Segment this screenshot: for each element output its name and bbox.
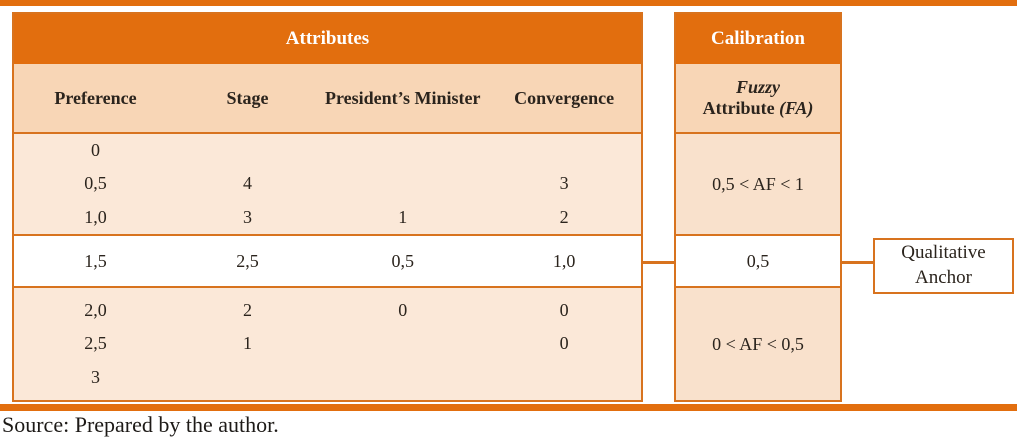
- table-cell: 2,5: [84, 333, 107, 354]
- calibration-cell-anchor: 0,5: [676, 234, 840, 288]
- table-cell: 0: [398, 300, 408, 321]
- column-header-stage: Stage: [226, 87, 269, 108]
- row-group-upper: 0 0,5 4 3 1,0 3 1 2: [14, 134, 641, 234]
- table-cell: 4: [243, 173, 253, 194]
- table-cell: 0,5: [391, 250, 414, 271]
- calibration-cell-lower: 0 < AF < 0,5: [676, 288, 840, 400]
- table-row: 1,0 3 1 2: [14, 201, 641, 234]
- table-cell: 1: [398, 206, 408, 227]
- attributes-table: Attributes Preference Stage President’s …: [12, 12, 643, 402]
- calibration-column-header: Fuzzy Attribute (FA): [676, 64, 840, 134]
- calibration-cell-upper: 0,5 < AF < 1: [676, 134, 840, 234]
- connector-line-attributes-calibration: [641, 261, 676, 264]
- column-header-preference: Preference: [54, 87, 137, 108]
- table-cell: 3: [91, 366, 100, 387]
- column-header-presidents-minister: President’s Minister: [324, 87, 481, 108]
- table-cell: 1,0: [84, 206, 107, 227]
- top-rule: [0, 0, 1017, 6]
- column-header-fuzzy-attribute: Fuzzy Attribute (FA): [676, 77, 840, 118]
- attributes-column-headers: Preference Stage President’s Minister Co…: [14, 64, 641, 134]
- calibration-title: Calibration: [676, 14, 840, 64]
- table-cell: 1,0: [552, 250, 576, 271]
- row-group-lower: 2,0 2 0 0 2,5 1 0 3: [14, 288, 641, 400]
- table-cell: 0: [559, 300, 569, 321]
- qualitative-anchor-box: Qualitative Anchor: [873, 238, 1014, 294]
- table-cell: 3: [559, 173, 569, 194]
- calibration-table: Calibration Fuzzy Attribute (FA) 0,5 < A…: [674, 12, 842, 402]
- table-row: 0,5 4 3: [14, 167, 641, 200]
- table-row: 2,0 2 0 0: [14, 294, 641, 327]
- table-row: 0: [14, 134, 641, 167]
- bottom-rule: [0, 404, 1017, 411]
- table-cell: 0,5: [84, 173, 107, 194]
- fuzzy-header-line1: Fuzzy: [735, 77, 780, 98]
- qualitative-anchor-label: Qualitative Anchor: [901, 242, 986, 288]
- table-cell: 2,0: [84, 300, 107, 321]
- table-cell: 1,5: [84, 250, 107, 271]
- table-cell: 0: [559, 333, 569, 354]
- attributes-title: Attributes: [14, 14, 641, 64]
- table-cell: 2: [559, 206, 569, 227]
- table-cell: 3: [243, 206, 253, 227]
- table-row: 2,5 1 0: [14, 327, 641, 360]
- fuzzy-header-line2-paren: (FA): [779, 98, 814, 118]
- table-row: 3: [14, 361, 641, 394]
- table-cell: 2: [243, 300, 253, 321]
- table-cell: 2,5: [236, 250, 259, 271]
- connector-line-calibration-anchor: [840, 261, 875, 264]
- table-cell: 0: [91, 140, 100, 161]
- source-note: Source: Prepared by the author.: [2, 412, 279, 437]
- fuzzy-header-line2-word: Attribute: [702, 98, 775, 118]
- column-header-convergence: Convergence: [514, 87, 615, 108]
- anchor-row: 1,5 2,5 0,5 1,0: [14, 234, 641, 288]
- table-cell: 1: [243, 333, 253, 354]
